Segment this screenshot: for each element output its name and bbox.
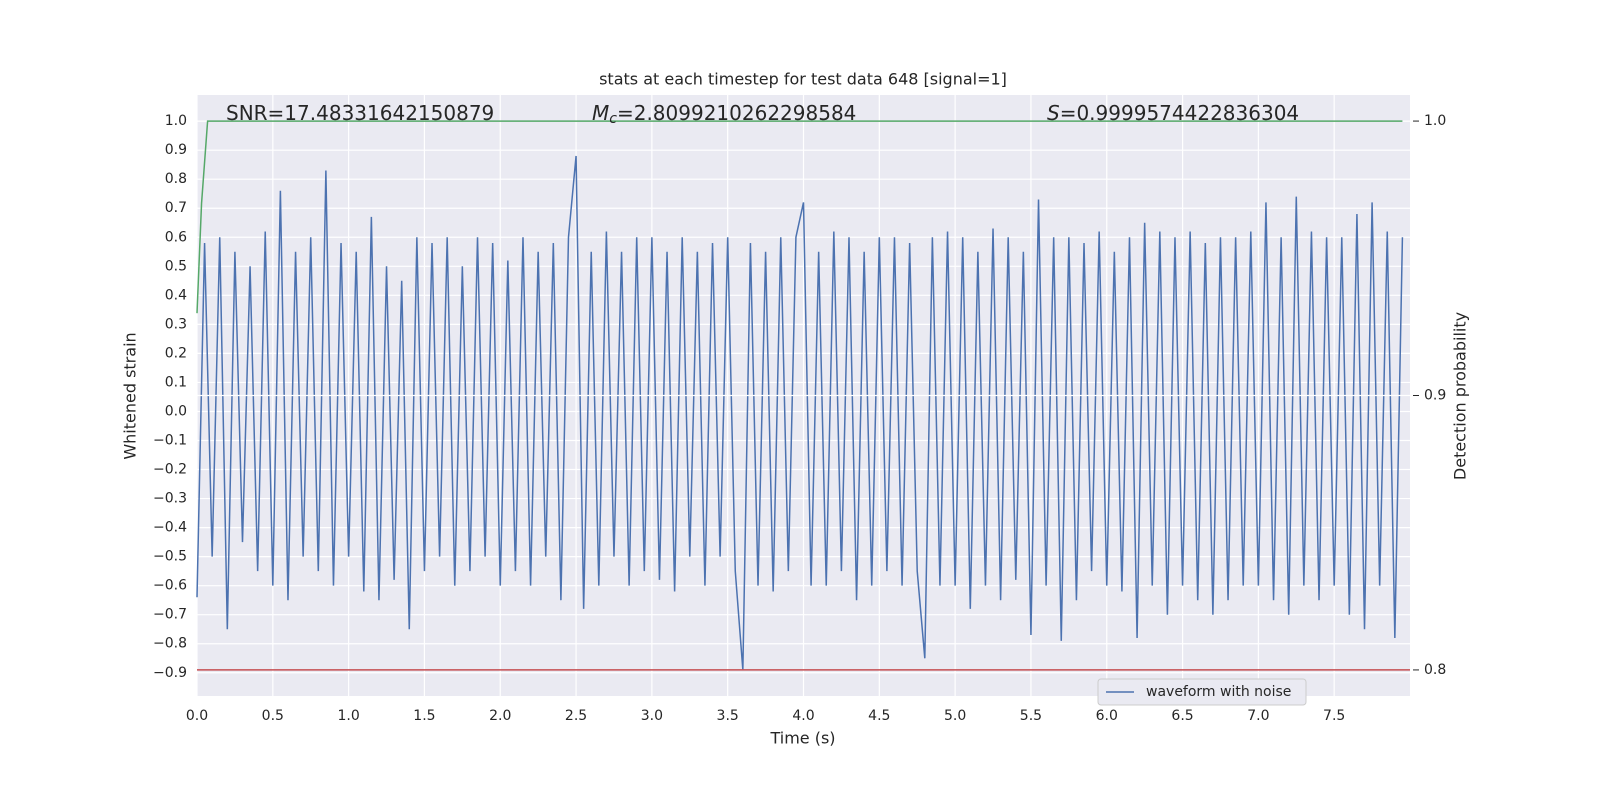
y-tick-label: 0.6: [165, 229, 187, 245]
x-tick-label: 6.5: [1171, 708, 1193, 724]
x-tick-label: 2.5: [565, 708, 587, 724]
waveform-line: [196, 155, 1404, 670]
x-tick-label: 5.5: [1020, 708, 1042, 724]
x-axis-label: Time (s): [769, 729, 835, 748]
annotation-symbol: M: [592, 101, 609, 125]
x-tick-label: 0.5: [262, 708, 284, 724]
annotation: SNR=17.48331642150879: [226, 101, 494, 125]
y-tick-label: 0.0: [165, 403, 187, 419]
y-tick-label: 1.0: [165, 113, 187, 129]
y-tick-label: 0.4: [165, 287, 187, 303]
x-tick-label: 3.0: [641, 708, 663, 724]
y-tick-label: −0.9: [153, 665, 187, 681]
annotation: Mc=2.8099210262298584: [592, 101, 856, 128]
y-tick-label: −0.6: [153, 578, 187, 594]
annotation-text: =2.8099210262298584: [617, 101, 856, 125]
y-tick-label: 0.1: [165, 374, 187, 390]
y-tick-label: 0.8: [165, 171, 187, 187]
y-tick-label: 0.2: [165, 345, 187, 361]
y-tick-label: −0.7: [153, 607, 187, 623]
annotation-subscript: c: [609, 111, 617, 127]
x-tick-label: 3.5: [717, 708, 739, 724]
overlay: [196, 120, 1419, 671]
annotation: S=0.9999574422836304: [1047, 101, 1299, 125]
y-tick-label: −0.8: [153, 636, 187, 652]
x-tick-label: 6.0: [1096, 708, 1118, 724]
x-tick-label: 7.0: [1247, 708, 1269, 724]
y2-axis-label: Detection probability: [1451, 312, 1470, 480]
marks: [196, 155, 1404, 670]
detection-line: [196, 120, 1403, 314]
y-tick-label: 0.9: [165, 142, 187, 158]
y-tick-label: −0.4: [153, 520, 187, 536]
chart-title: stats at each timestep for test data 648…: [599, 70, 1007, 89]
y-tick-label: 0.3: [165, 316, 187, 332]
annotation-text: =0.9999574422836304: [1060, 101, 1299, 125]
y-tick-label: 0.7: [165, 200, 187, 216]
y2-tick-label: 1.0: [1424, 113, 1446, 129]
y-tick-label: −0.5: [153, 549, 187, 565]
legend-box: [1097, 678, 1307, 706]
y-tick-label: −0.3: [153, 491, 187, 507]
y2-tick-label: 0.8: [1424, 662, 1446, 678]
x-tick-label: 4.5: [868, 708, 890, 724]
y2-tick-label: 0.9: [1424, 388, 1446, 404]
annotation-symbol: S: [1047, 101, 1060, 125]
legend-label: waveform with noise: [1146, 684, 1291, 700]
x-tick-label: 5.0: [944, 708, 966, 724]
x-tick-label: 1.0: [337, 708, 359, 724]
x-tick-label: 1.5: [413, 708, 435, 724]
y-tick-label: 0.5: [165, 258, 187, 274]
x-tick-label: 4.0: [792, 708, 814, 724]
y-tick-label: −0.2: [153, 462, 187, 478]
annotation-text: SNR=17.48331642150879: [226, 101, 494, 125]
x-tick-label: 0.0: [186, 708, 208, 724]
y-tick-label: −0.1: [153, 433, 187, 449]
y-axis-label: Whitened strain: [121, 332, 140, 459]
x-tick-label: 7.5: [1323, 708, 1345, 724]
x-tick-label: 2.0: [489, 708, 511, 724]
